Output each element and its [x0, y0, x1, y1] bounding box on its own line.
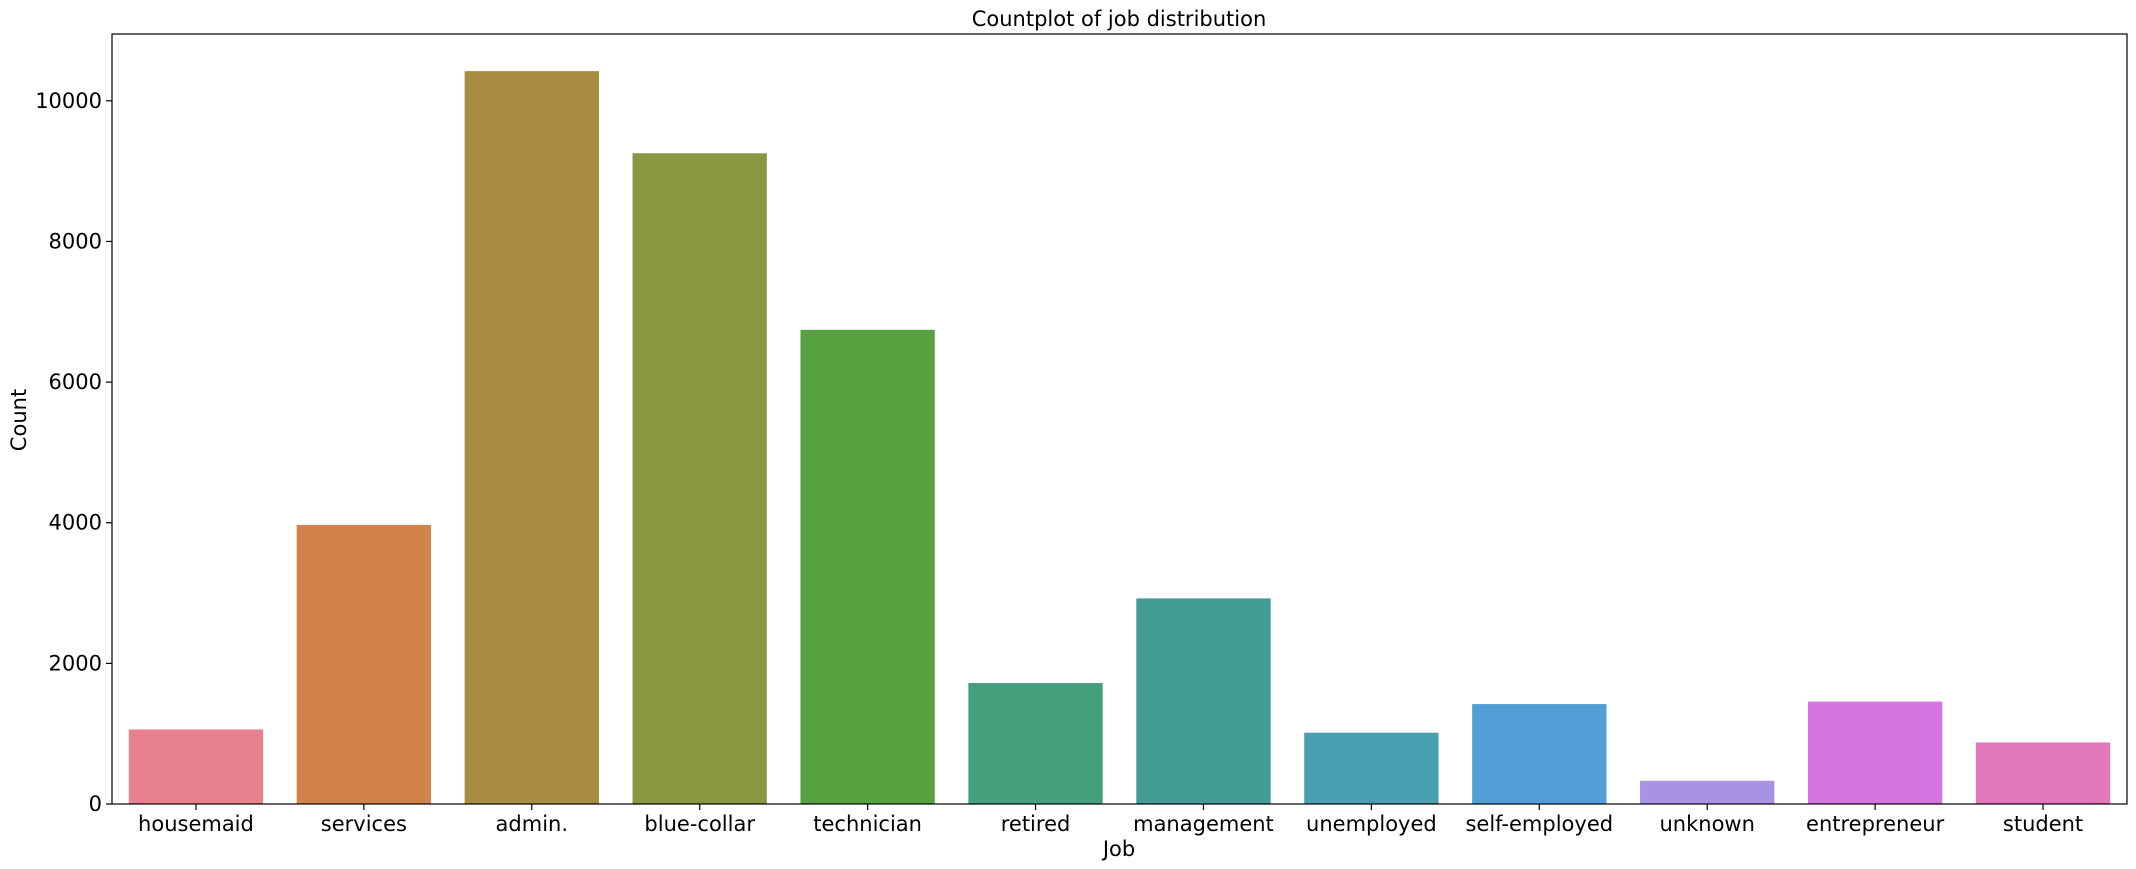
x-tick-label: unknown	[1659, 812, 1754, 836]
x-tick-label: admin.	[496, 812, 568, 836]
y-tick-label: 0	[89, 792, 102, 816]
bar-management	[1136, 598, 1271, 804]
x-tick-label: student	[2003, 812, 2083, 836]
x-tick-label: entrepreneur	[1806, 812, 1945, 836]
y-tick-label: 4000	[49, 511, 102, 535]
plot-frame	[111, 33, 2128, 805]
y-axis-label: Count	[7, 389, 31, 451]
x-axis-label: Job	[1101, 837, 1135, 861]
x-tick-label: self-employed	[1465, 812, 1613, 836]
bar-retired	[968, 683, 1103, 804]
bar-self-employed	[1472, 704, 1607, 804]
bar-technician	[800, 329, 935, 804]
x-tick-label: unemployed	[1306, 812, 1437, 836]
y-tick-label: 2000	[49, 651, 102, 675]
x-tick-label: management	[1133, 812, 1274, 836]
bar-blue-collar	[632, 153, 767, 805]
bar-housemaid	[128, 729, 264, 804]
x-axis-ticks: housemaid services admin. blue-collar techni…	[138, 804, 2083, 836]
y-tick-label: 8000	[49, 229, 102, 253]
bar-student	[1975, 742, 2111, 804]
bar-entrepreneur	[1807, 701, 1943, 804]
x-tick-label: technician	[813, 812, 922, 836]
bar-services	[296, 524, 432, 804]
bars-group	[128, 71, 2111, 805]
x-tick-label: blue-collar	[644, 812, 755, 836]
bar-unknown	[1640, 780, 1775, 804]
y-tick-label: 10000	[35, 89, 102, 113]
x-tick-label: retired	[1001, 812, 1071, 836]
y-tick-label: 6000	[49, 370, 102, 394]
y-axis-ticks: 0 2000 4000 6000 8000 10000	[35, 89, 112, 816]
bar-unemployed	[1304, 732, 1439, 804]
chart-title: Countplot of job distribution	[972, 7, 1267, 31]
x-tick-label: housemaid	[138, 812, 254, 836]
bar-admin	[464, 71, 599, 804]
x-tick-label: services	[321, 812, 407, 836]
